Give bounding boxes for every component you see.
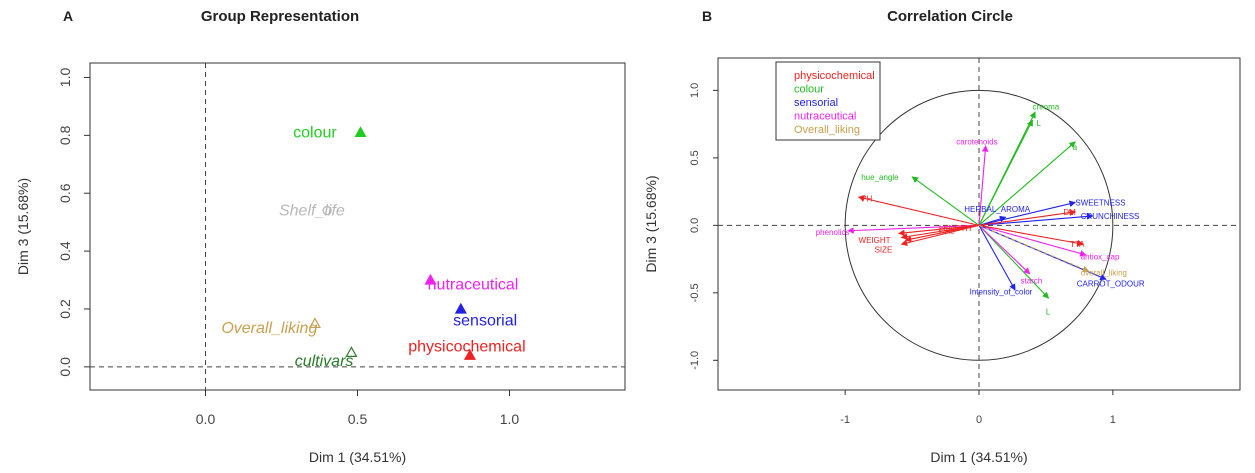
- vector-label-weight: WEIGHT: [859, 236, 891, 245]
- vector-label-ph: PH: [861, 194, 872, 203]
- vector-label-chroma: chroma: [1033, 103, 1060, 112]
- vector-label-tta: TTA: [1070, 240, 1085, 249]
- x-tick-label: 1: [1110, 414, 1116, 426]
- point-label-nutraceutical: nutraceutical: [428, 276, 519, 293]
- vector-herbal-aroma: [978, 215, 1007, 226]
- point-label-sensorial: sensorial: [453, 313, 517, 330]
- y-tick-label: -1.0: [689, 351, 701, 370]
- point-label-colour: colour: [293, 124, 337, 141]
- panel-a-letter: A: [63, 8, 74, 24]
- vector-overall-liking: [978, 224, 1090, 272]
- vector-label-carrot-odour: CARROT_ODOUR: [1077, 279, 1145, 288]
- x-tick-label: 0.5: [348, 411, 368, 427]
- vector-antiox-cap: [978, 224, 1087, 257]
- vector-starch: [978, 224, 1031, 275]
- x-axis-label: Dim 1 (34.51%): [930, 449, 1027, 465]
- panel-a-title: Group Representation: [200, 8, 360, 25]
- vector-label-size: SIZE: [875, 246, 893, 255]
- point-physicochemical: [463, 349, 476, 360]
- vector-a: [978, 141, 1076, 226]
- legend-entry-overall-liking: Overall_liking: [794, 124, 860, 136]
- panel-b-letter: B: [702, 8, 713, 24]
- y-tick-label: 0.2: [57, 299, 73, 319]
- y-tick-label: 0.6: [57, 183, 73, 203]
- y-tick-label: 1.0: [689, 83, 701, 98]
- x-tick-label: 0: [976, 414, 982, 426]
- point-label-overall-liking: Overall_liking: [221, 320, 317, 337]
- vector-label-hue-angle: hue_angle: [861, 173, 899, 182]
- vector-cal: [904, 224, 980, 243]
- y-tick-label: 0.5: [689, 150, 701, 165]
- x-tick-label: 0.0: [196, 411, 216, 427]
- legend-box: [775, 61, 881, 141]
- y-tick-label: 0.0: [689, 218, 701, 233]
- legend-entry-sensorial: sensorial: [794, 97, 838, 109]
- point-sensorial: [454, 302, 467, 314]
- vector-label-a: a: [1073, 143, 1078, 152]
- vector-l: [978, 224, 1050, 299]
- y-tick-label: 0.0: [57, 357, 73, 377]
- point-nutraceutical: [424, 273, 437, 285]
- vector-phenolics: [847, 224, 980, 234]
- point-label-physicochemical: physicochemical: [408, 339, 525, 356]
- y-tick-label: 0.4: [57, 241, 73, 261]
- y-axis-label: Dim 3 (15.68%): [15, 178, 31, 275]
- legend-entry-physicochemical: physicochemical: [794, 70, 875, 82]
- vector-label-overall-liking: overall_liking: [1081, 269, 1127, 278]
- vector-label-l: L: [1037, 119, 1042, 128]
- legend-entry-nutraceutical: nutraceutical: [794, 111, 856, 123]
- vector-crunchiness: [978, 213, 1094, 226]
- vector-intensity-of-color: [978, 225, 1016, 291]
- point-cultivars: [345, 346, 358, 357]
- vector-carotenoids: [978, 145, 989, 226]
- vector-label-l: L: [1046, 308, 1051, 317]
- vector-label-crunchiness: CRUNCHINESS: [1081, 212, 1140, 221]
- vector-label-sweetness: SWEETNESS: [1075, 198, 1125, 207]
- point-shelf-life: [322, 205, 332, 216]
- vector-label-dm: DM: [1063, 208, 1076, 217]
- vector-label-starch: starch: [1020, 277, 1042, 286]
- vector-weight: [900, 224, 980, 240]
- y-tick-label: 1.0: [57, 68, 73, 88]
- vector-dm: [978, 209, 1077, 226]
- x-tick-label: -1: [840, 414, 850, 426]
- vector-hue-angle: [911, 176, 980, 226]
- point-label-cultivars: cultivars: [295, 353, 354, 370]
- x-tick-label: 1.0: [500, 411, 520, 427]
- vector-length: [898, 224, 980, 237]
- point-colour: [354, 126, 367, 138]
- unit-circle: [844, 89, 1114, 361]
- vector-label-cal: CAL: [939, 227, 955, 236]
- y-tick-label: 0.8: [57, 125, 73, 145]
- vector-tta: [978, 224, 1085, 247]
- vector-label-antiox-cap: antiox_cap: [1081, 252, 1120, 261]
- legend-entry-colour: colour: [794, 84, 824, 96]
- vector-label-herbal-aroma: HERBAL_AROMA: [964, 205, 1030, 214]
- vector-l: [978, 119, 1034, 226]
- point-label-shelf-life: Shelf_life: [279, 203, 345, 220]
- vector-sweetness: [978, 200, 1077, 226]
- vector-label-carotenoids: carotenoids: [956, 138, 997, 147]
- y-axis-label: Dim 3 (15.68%): [643, 175, 659, 272]
- vector-label-phenolics: phenolics: [816, 228, 850, 237]
- panel-b-title: Correlation Circle: [887, 8, 1013, 25]
- vector-label-intensity-of-color: Intensity_of_color: [970, 287, 1033, 296]
- y-tick-label: -0.5: [689, 283, 701, 302]
- vector-ph: [857, 195, 980, 226]
- x-axis-label: Dim 1 (34.51%): [309, 449, 406, 465]
- point-overall-liking: [308, 317, 321, 329]
- vector-label-length: LENGTH: [939, 224, 972, 233]
